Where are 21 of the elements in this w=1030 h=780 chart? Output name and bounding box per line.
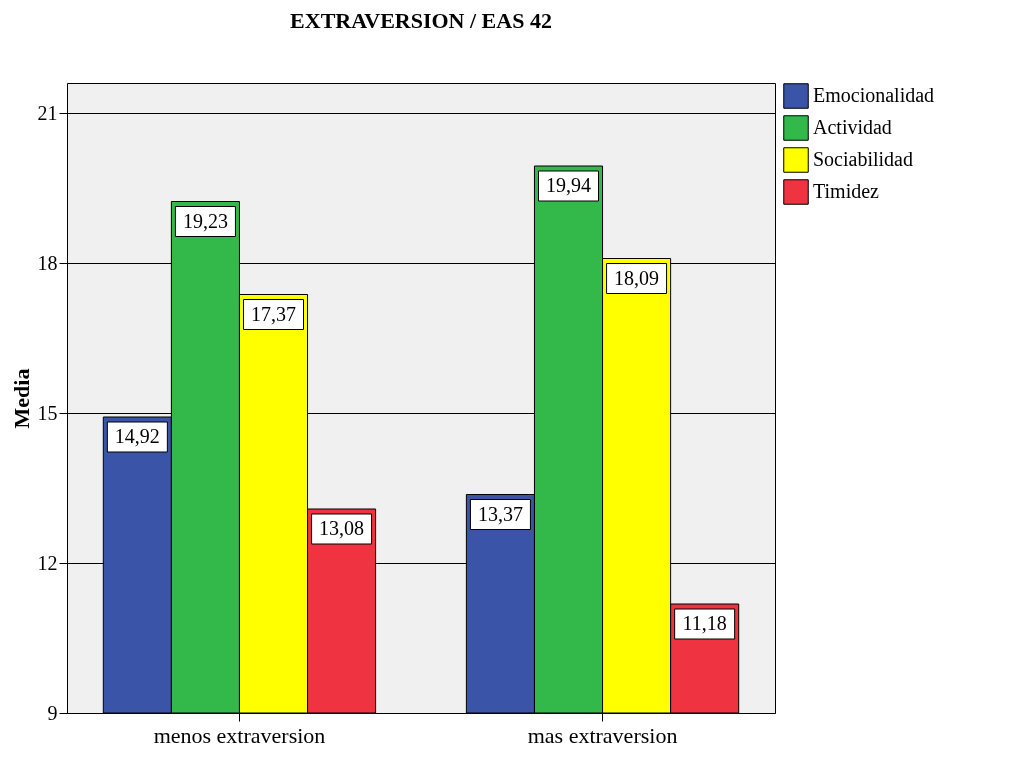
data-label: 11,18 — [682, 612, 727, 634]
legend-label: Timidez — [813, 180, 880, 202]
chart-title: EXTRAVERSION / EAS 42 — [290, 8, 552, 33]
data-label: 17,37 — [251, 302, 296, 325]
y-tick-label: 9 — [47, 701, 58, 724]
data-label: 13,37 — [477, 502, 523, 525]
data-label: 14,92 — [114, 425, 160, 447]
x-tick-label: mas extraversion — [527, 722, 678, 748]
legend-label: Sociabilidad — [813, 148, 913, 170]
data-label: 18,09 — [614, 266, 660, 289]
y-tick-label: 18 — [37, 251, 58, 274]
y-tick-label: 12 — [37, 551, 58, 574]
y-axis-title: Media — [8, 368, 34, 429]
y-tick-label: 15 — [37, 401, 58, 424]
y-tick-label: 21 — [37, 101, 58, 124]
data-label: 13,08 — [319, 517, 365, 539]
x-tick-label: menos extraversion — [153, 722, 326, 748]
data-label: 19,23 — [182, 209, 228, 232]
data-label: 19,94 — [546, 174, 591, 196]
legend-label: Actividad — [813, 116, 892, 138]
legend-label: Emocionalidad — [813, 84, 935, 106]
